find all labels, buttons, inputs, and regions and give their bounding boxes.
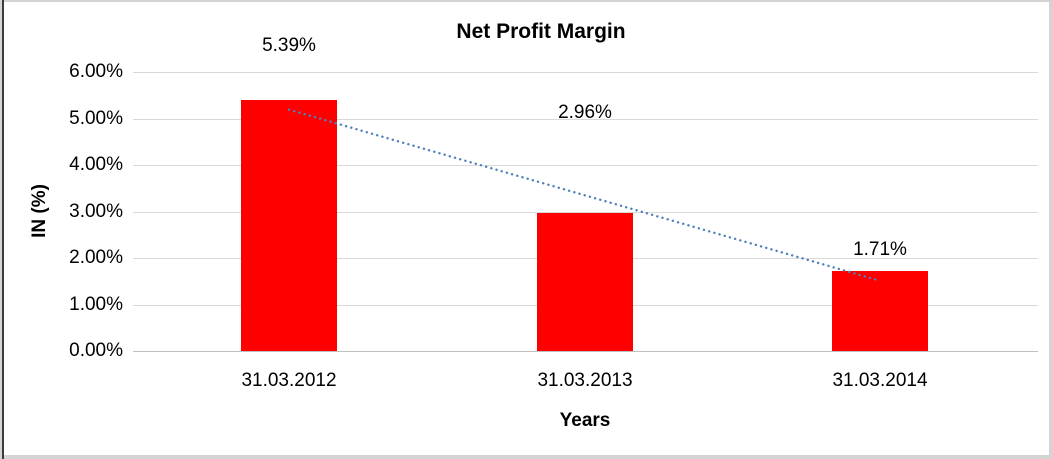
x-axis-title: Years	[559, 410, 611, 431]
y-tick-label: 2.00%	[69, 247, 123, 268]
data-label: 5.39%	[262, 35, 316, 56]
x-tick-label: 31.03.2012	[241, 370, 337, 391]
bar-31.03.2013	[537, 213, 633, 351]
y-tick-label: 0.00%	[69, 340, 123, 361]
bar-31.03.2012	[241, 100, 337, 351]
y-tick-label: 3.00%	[69, 201, 123, 222]
bar-31.03.2014	[832, 271, 928, 351]
chart-title: Net Profit Margin	[456, 20, 626, 43]
y-tick-label: 4.00%	[69, 154, 123, 175]
y-tick-label: 1.00%	[69, 294, 123, 315]
x-tick-label: 31.03.2014	[832, 370, 928, 391]
data-label: 2.96%	[558, 102, 612, 123]
x-tick-label: 31.03.2013	[537, 370, 633, 391]
y-tick-label: 6.00%	[69, 61, 123, 82]
gridline	[133, 72, 1038, 73]
y-tick-label: 5.00%	[69, 108, 123, 129]
data-label: 1.71%	[853, 239, 907, 260]
frame-left-edge-line	[2, 0, 4, 459]
x-axis-line	[133, 351, 1038, 352]
